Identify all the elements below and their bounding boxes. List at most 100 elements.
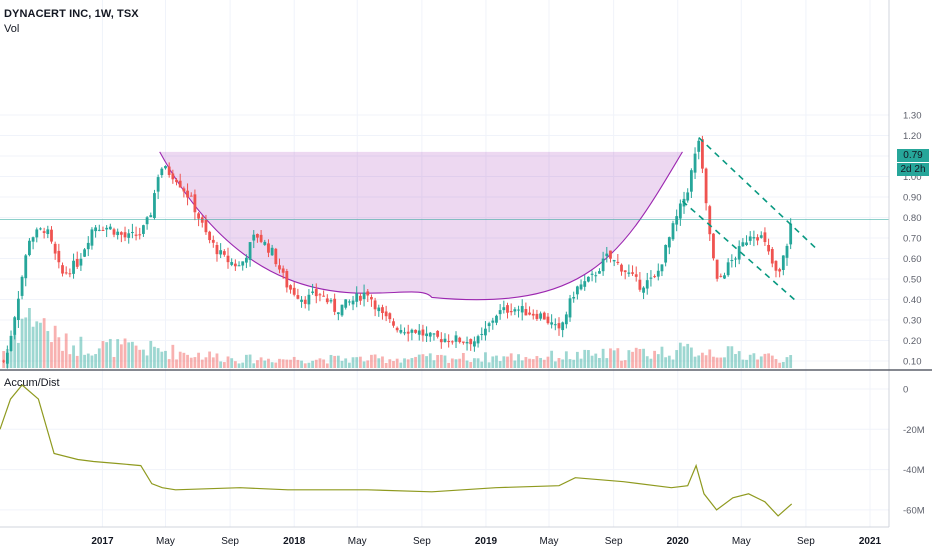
price-tick-label: 0.20 <box>903 336 922 347</box>
volume-bar <box>561 359 565 368</box>
volume-bar <box>671 359 675 368</box>
volume-bar <box>403 358 406 368</box>
candle-body <box>447 340 451 343</box>
volume-bar <box>653 350 657 368</box>
volume-bar <box>355 357 359 368</box>
volume-bar <box>211 357 215 368</box>
volume-bar <box>373 354 377 368</box>
candle-body <box>355 293 359 302</box>
volume-bar <box>557 357 561 368</box>
volume-bar <box>248 354 252 368</box>
volume-bar <box>634 347 638 368</box>
candle-body <box>557 323 561 329</box>
candle-body <box>645 280 649 289</box>
volume-bar <box>502 356 506 368</box>
volume-bar <box>359 356 362 368</box>
volume-bar <box>712 356 715 368</box>
cup-curve <box>159 151 683 301</box>
candle-body <box>734 258 737 260</box>
candle-body <box>458 337 462 343</box>
candle-body <box>75 258 79 267</box>
candle-body <box>362 292 366 300</box>
candle-body <box>480 333 484 335</box>
volume-bar <box>425 356 428 368</box>
candle-body <box>770 249 774 264</box>
candle-body <box>86 242 90 250</box>
candle-body <box>263 241 267 245</box>
volume-bar <box>520 360 524 368</box>
candle-body <box>781 255 785 271</box>
volume-bar <box>303 363 307 368</box>
candle-body <box>417 330 421 335</box>
price-tick-label: 0.80 <box>903 213 922 224</box>
candle-body <box>156 177 160 192</box>
volume-bar <box>149 340 153 368</box>
volume-bar <box>737 351 741 368</box>
candle-body <box>167 166 171 175</box>
price-tick-label: 0.60 <box>903 254 922 265</box>
volume-bar <box>127 342 131 368</box>
bar-countdown-tag: 2d 2h <box>897 163 929 176</box>
candle-body <box>623 270 627 273</box>
candle-body <box>208 231 212 241</box>
candle-body <box>119 232 123 235</box>
price-tick-label: 0.30 <box>903 316 922 327</box>
candle-body <box>392 321 395 326</box>
volume-bar <box>28 308 31 368</box>
volume-bar <box>208 351 212 368</box>
price-tick-label: 0.10 <box>903 357 922 368</box>
volume-bar <box>752 353 756 368</box>
volume-bar <box>642 348 645 368</box>
volume-bar <box>39 322 42 368</box>
volume-bar <box>498 361 502 368</box>
time-tick-label: May <box>732 536 751 547</box>
candle-body <box>403 332 406 334</box>
candle-body <box>759 235 763 238</box>
candle-body <box>520 306 524 313</box>
volume-bar <box>197 352 200 368</box>
volume-bar <box>605 358 609 368</box>
candle-body <box>134 234 138 236</box>
candle-body <box>13 317 17 335</box>
channel-upper-line <box>698 136 817 249</box>
candle-body <box>598 271 601 274</box>
volume-bar <box>546 356 550 368</box>
volume-bar <box>767 353 771 368</box>
volume-bar <box>465 360 469 368</box>
candle-body <box>443 338 447 342</box>
volume-bar <box>130 341 134 368</box>
indicator-tick-label: -60M <box>903 505 925 516</box>
volume-bar <box>616 348 620 368</box>
volume-bar <box>756 359 759 368</box>
candle-body <box>439 339 443 343</box>
candle-body <box>351 300 355 305</box>
candle-body <box>219 250 223 255</box>
volume-bar <box>476 358 480 368</box>
candle-body <box>594 275 598 277</box>
volume-bar <box>428 353 432 368</box>
candle-body <box>723 275 726 279</box>
volume-bar <box>270 362 274 368</box>
candle-body <box>344 299 348 308</box>
candle-body <box>656 270 660 277</box>
candle-body <box>267 243 270 253</box>
candle-body <box>381 307 384 314</box>
candle-body <box>730 260 734 262</box>
volume-bar <box>730 346 734 368</box>
candle-body <box>778 269 782 272</box>
volume-bar <box>734 354 737 368</box>
candle-body <box>285 271 289 288</box>
volume-bar <box>539 357 542 368</box>
volume-bar <box>770 355 774 368</box>
volume-bar <box>748 354 752 368</box>
candle-body <box>406 331 410 334</box>
volume-bar <box>708 349 712 368</box>
volume-bar <box>384 362 388 368</box>
volume-bar <box>678 342 682 368</box>
volume-bar <box>215 353 219 368</box>
candle-body <box>112 229 116 235</box>
volume-bar <box>300 360 303 368</box>
last-price-tag: 0.79 <box>897 149 929 162</box>
volume-bar <box>278 358 281 368</box>
candle-body <box>693 153 697 173</box>
